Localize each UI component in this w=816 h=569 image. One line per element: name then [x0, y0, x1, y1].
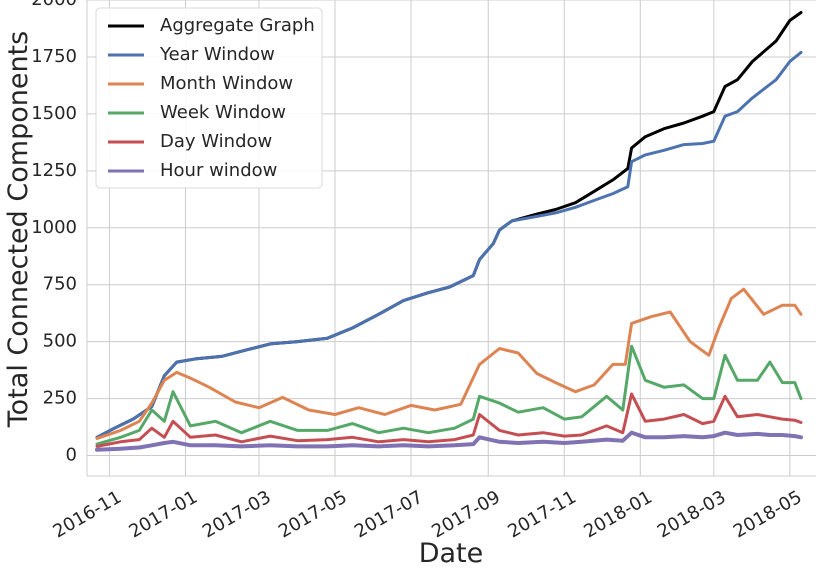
- y-axis-label: Total Connected Components: [3, 31, 34, 428]
- legend-label: Year Window: [159, 44, 275, 65]
- legend-label: Hour window: [160, 160, 277, 181]
- legend-label: Day Window: [160, 131, 272, 152]
- y-tick-label: 1250: [31, 160, 77, 181]
- series-lines: [95, 11, 803, 452]
- series-line-day-window: [95, 392, 803, 448]
- legend-label: Week Window: [160, 102, 286, 123]
- legend-label: Aggregate Graph: [160, 15, 315, 36]
- series-line-year-window: [95, 50, 803, 439]
- y-axis-ticks: 0 250 500 750 1000 1250 1500 1750 2000: [31, 0, 77, 466]
- legend-label: Month Window: [160, 73, 293, 94]
- y-tick-label: 750: [43, 274, 77, 295]
- series-line-hour-window: [95, 430, 803, 452]
- y-tick-label: 1000: [31, 217, 77, 238]
- y-tick-label: 250: [43, 388, 77, 409]
- y-tick-label: 1750: [31, 46, 77, 67]
- legend: Aggregate Graph Year Window Month Window We…: [95, 7, 323, 189]
- legend-box: [95, 7, 323, 189]
- y-tick-label: 500: [43, 331, 77, 352]
- series-line-week-window: [95, 344, 803, 446]
- series-line-month-window: [95, 287, 803, 440]
- x-axis-label: Date: [419, 538, 484, 569]
- y-tick-label: 1500: [31, 103, 77, 124]
- y-tick-label: 0: [66, 445, 77, 466]
- y-tick-label: 2000: [31, 0, 77, 10]
